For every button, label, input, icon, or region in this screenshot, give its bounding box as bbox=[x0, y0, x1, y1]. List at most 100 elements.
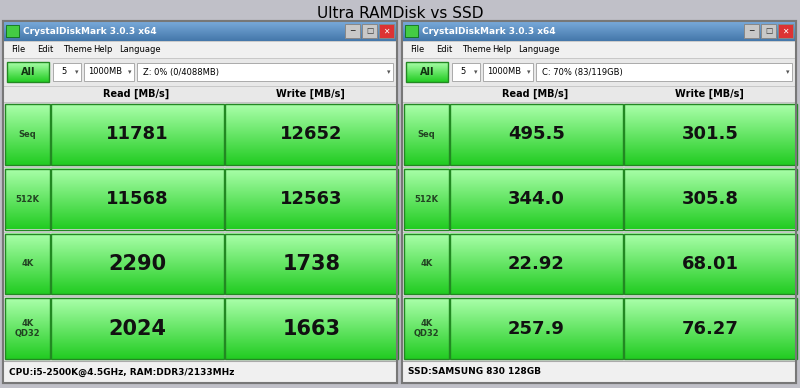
Text: 2290: 2290 bbox=[109, 254, 166, 274]
Text: ▾: ▾ bbox=[474, 69, 478, 75]
Text: All: All bbox=[21, 67, 35, 77]
Bar bbox=[404, 298, 449, 359]
Bar bbox=[6, 25, 19, 37]
Bar bbox=[137, 63, 393, 81]
Bar bbox=[404, 234, 449, 294]
Text: 11781: 11781 bbox=[106, 125, 169, 144]
Text: 1663: 1663 bbox=[282, 319, 341, 339]
Bar bbox=[5, 169, 50, 229]
Text: File: File bbox=[410, 45, 424, 54]
Bar bbox=[450, 104, 623, 165]
Bar bbox=[402, 21, 796, 383]
Bar bbox=[450, 298, 623, 359]
Text: CrystalDiskMark 3.0.3 x64: CrystalDiskMark 3.0.3 x64 bbox=[422, 26, 556, 35]
Text: Ultra RAMDisk vs SSD: Ultra RAMDisk vs SSD bbox=[317, 6, 483, 21]
Text: 305.8: 305.8 bbox=[682, 190, 739, 208]
Text: Edit: Edit bbox=[436, 45, 452, 54]
Bar bbox=[402, 41, 796, 58]
Bar bbox=[536, 63, 792, 81]
Bar bbox=[402, 58, 796, 86]
Text: 12652: 12652 bbox=[280, 125, 342, 144]
Text: ✕: ✕ bbox=[782, 26, 789, 35]
Text: 4K: 4K bbox=[22, 259, 34, 268]
Text: Write [MB/s]: Write [MB/s] bbox=[675, 89, 744, 99]
Text: C: 70% (83/119GB): C: 70% (83/119GB) bbox=[542, 68, 622, 76]
Bar bbox=[3, 102, 397, 361]
Bar bbox=[483, 63, 533, 81]
Text: ▾: ▾ bbox=[387, 69, 390, 75]
Bar bbox=[225, 169, 398, 229]
Bar bbox=[51, 298, 224, 359]
Text: 4K
QD32: 4K QD32 bbox=[414, 319, 439, 338]
Bar bbox=[3, 86, 397, 102]
Text: ▾: ▾ bbox=[75, 69, 78, 75]
Bar bbox=[402, 102, 796, 167]
Bar bbox=[225, 104, 398, 165]
Text: 76.27: 76.27 bbox=[682, 320, 739, 338]
Text: CPU:i5-2500K@4.5GHz, RAM:DDR3/2133MHz: CPU:i5-2500K@4.5GHz, RAM:DDR3/2133MHz bbox=[9, 367, 234, 377]
Text: −: − bbox=[350, 26, 356, 35]
Bar bbox=[761, 24, 776, 38]
Text: 301.5: 301.5 bbox=[682, 125, 739, 144]
Bar bbox=[744, 24, 759, 38]
Bar bbox=[452, 63, 480, 81]
Text: Theme: Theme bbox=[62, 45, 91, 54]
Bar bbox=[624, 169, 797, 229]
Bar bbox=[3, 58, 397, 86]
Bar bbox=[345, 24, 360, 38]
Bar bbox=[3, 102, 397, 167]
Bar bbox=[3, 21, 397, 383]
Text: Seq: Seq bbox=[418, 130, 435, 139]
Text: □: □ bbox=[366, 26, 373, 35]
Bar bbox=[51, 104, 224, 165]
Bar bbox=[624, 234, 797, 294]
Bar bbox=[402, 102, 796, 361]
Bar bbox=[225, 234, 398, 294]
Text: Theme: Theme bbox=[462, 45, 490, 54]
Bar bbox=[406, 62, 448, 82]
Text: 68.01: 68.01 bbox=[682, 255, 739, 273]
Bar bbox=[450, 169, 623, 229]
Bar bbox=[7, 62, 49, 82]
Text: All: All bbox=[420, 67, 434, 77]
Text: Help: Help bbox=[493, 45, 512, 54]
Bar bbox=[405, 25, 418, 37]
Bar bbox=[51, 234, 224, 294]
Bar bbox=[53, 63, 81, 81]
Bar bbox=[5, 104, 50, 165]
Bar bbox=[5, 234, 50, 294]
Text: Edit: Edit bbox=[37, 45, 53, 54]
Bar bbox=[402, 296, 796, 361]
Text: Seq: Seq bbox=[18, 130, 36, 139]
Bar bbox=[379, 24, 394, 38]
Text: 12563: 12563 bbox=[280, 190, 342, 208]
Text: Write [MB/s]: Write [MB/s] bbox=[276, 89, 345, 99]
Text: File: File bbox=[11, 45, 26, 54]
Bar bbox=[404, 104, 449, 165]
Text: ▾: ▾ bbox=[128, 69, 132, 75]
Text: 1000MB: 1000MB bbox=[487, 68, 521, 76]
Text: 11568: 11568 bbox=[106, 190, 169, 208]
Text: SSD:SAMSUNG 830 128GB: SSD:SAMSUNG 830 128GB bbox=[408, 367, 541, 376]
Text: 344.0: 344.0 bbox=[508, 190, 565, 208]
Text: 22.92: 22.92 bbox=[508, 255, 565, 273]
Text: 4K: 4K bbox=[420, 259, 433, 268]
Text: Read [MB/s]: Read [MB/s] bbox=[502, 89, 569, 99]
Bar bbox=[5, 298, 50, 359]
Text: Language: Language bbox=[119, 45, 161, 54]
Text: □: □ bbox=[765, 26, 772, 35]
Bar bbox=[3, 41, 397, 58]
Bar bbox=[51, 169, 224, 229]
Text: ✕: ✕ bbox=[383, 26, 390, 35]
Text: 512K: 512K bbox=[15, 195, 39, 204]
Text: −: − bbox=[748, 26, 754, 35]
Bar bbox=[404, 169, 449, 229]
Text: ▾: ▾ bbox=[786, 69, 790, 75]
Bar bbox=[402, 21, 796, 383]
Text: 5: 5 bbox=[460, 68, 466, 76]
Text: Z: 0% (0/4088MB): Z: 0% (0/4088MB) bbox=[143, 68, 219, 76]
Text: 2024: 2024 bbox=[109, 319, 166, 339]
Bar bbox=[84, 63, 134, 81]
Text: 4K
QD32: 4K QD32 bbox=[14, 319, 40, 338]
Bar bbox=[402, 232, 796, 296]
